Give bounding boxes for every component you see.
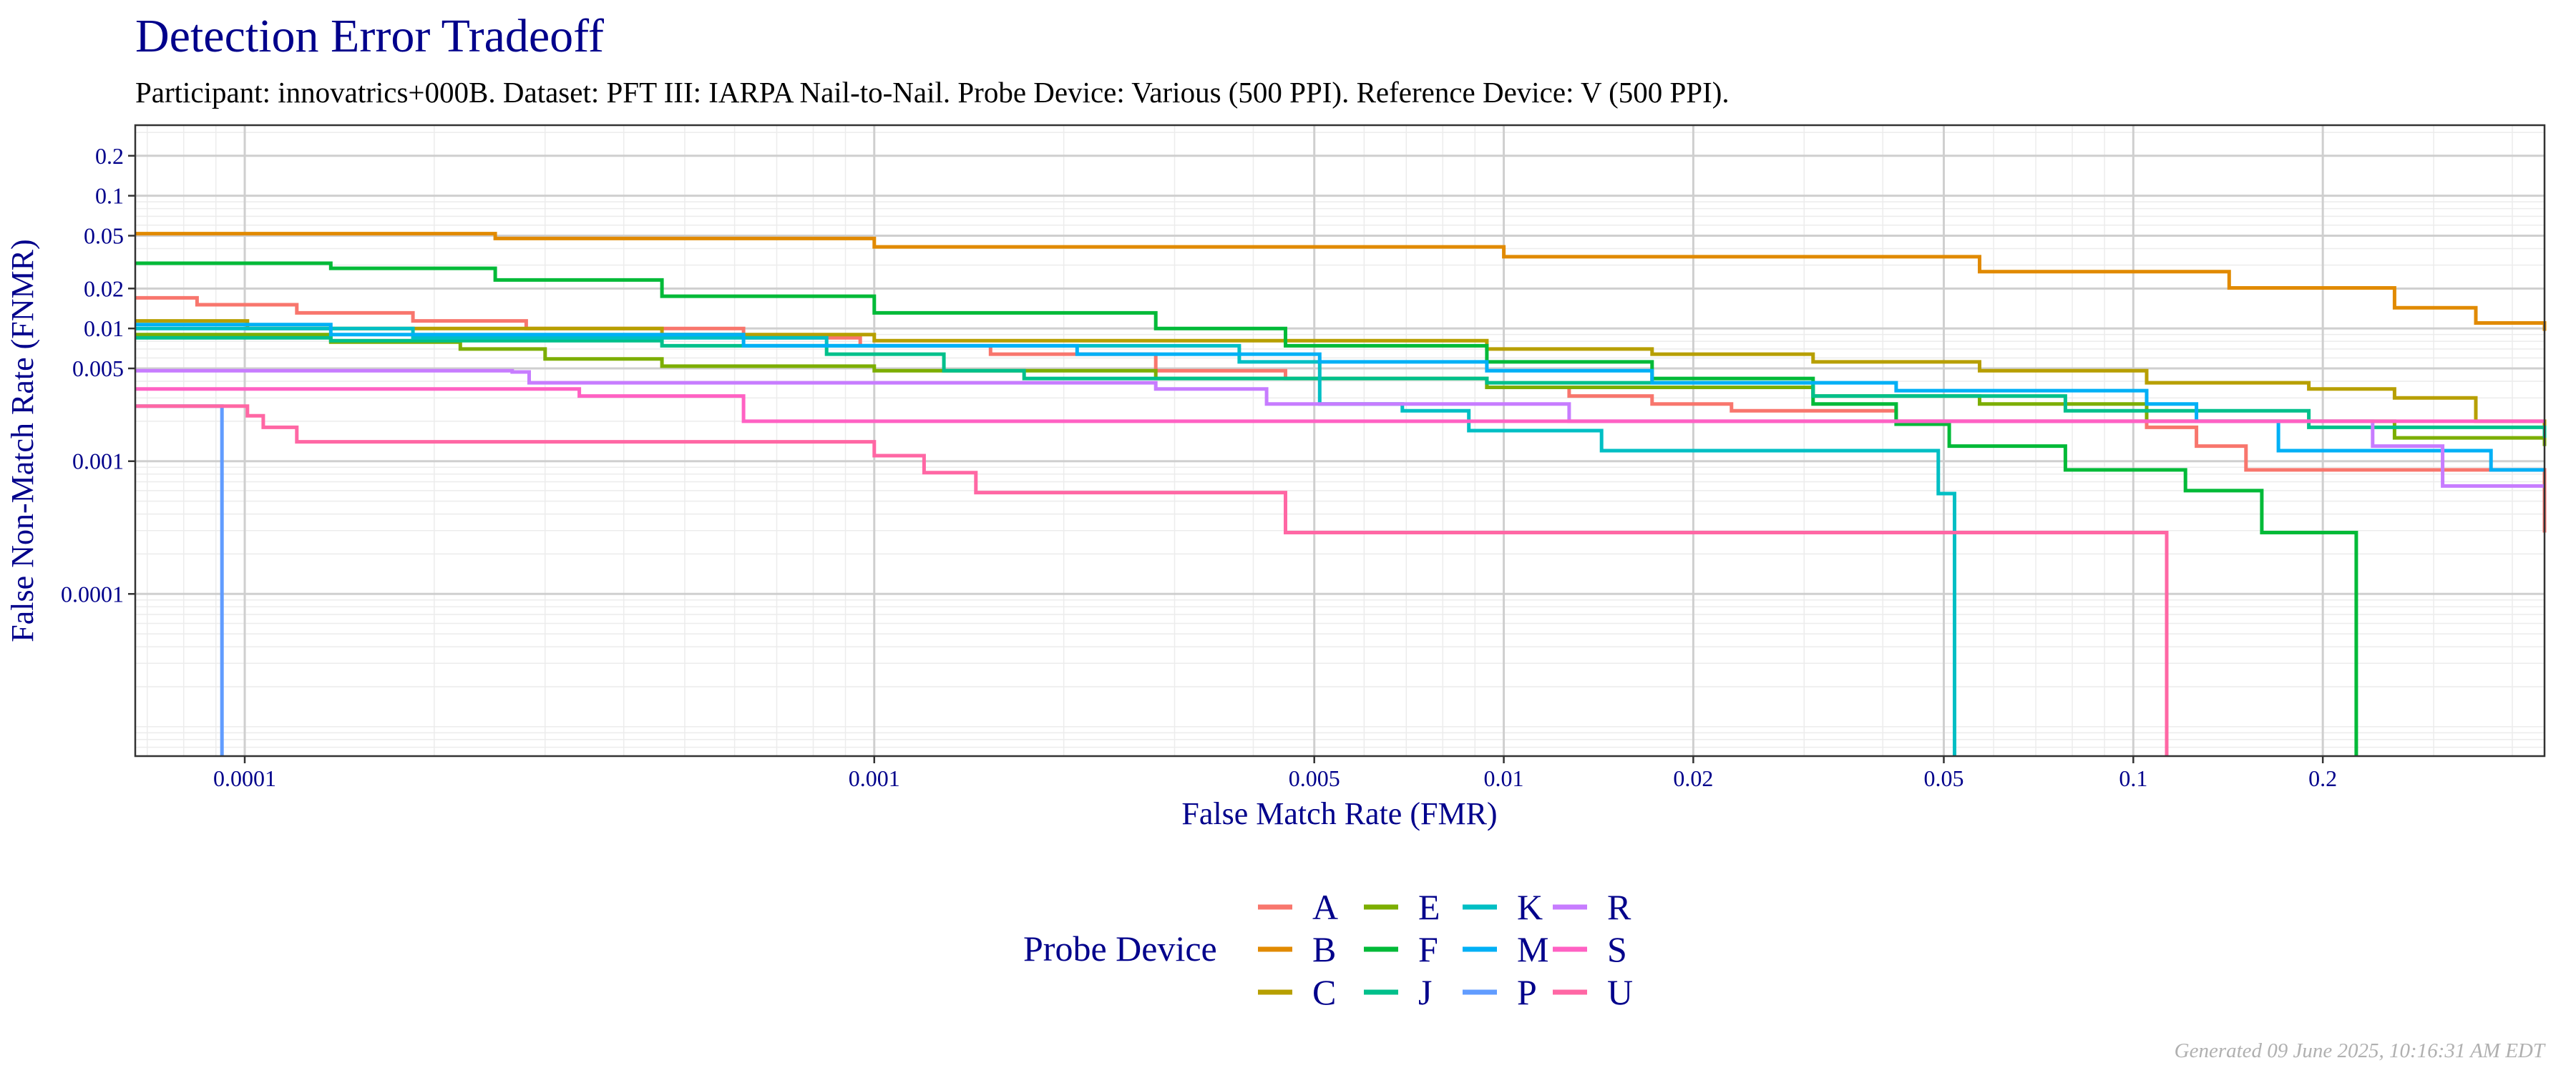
y-tick-label: 0.02: [84, 275, 124, 301]
series-line-S: [135, 387, 2545, 423]
y-tick-label: 0.0001: [61, 581, 124, 607]
y-tick-label: 0.1: [95, 183, 124, 209]
y-tick-label: 0.005: [72, 356, 124, 381]
x-tick-label: 0.001: [849, 765, 900, 791]
x-tick-label: 0.005: [1289, 765, 1340, 791]
legend-label-U: U: [1607, 972, 1633, 1012]
chart-title: Detection Error Tradeoff: [135, 10, 604, 62]
legend-label-K: K: [1517, 887, 1543, 927]
x-tick-label: 0.01: [1484, 765, 1524, 791]
legend-label-F: F: [1418, 929, 1438, 969]
legend-label-M: M: [1517, 929, 1548, 969]
series-line-J: [135, 335, 2547, 438]
chart-subtitle: Participant: innovatrics+000B. Dataset: …: [135, 76, 1729, 109]
x-tick-label: 0.05: [1923, 765, 1963, 791]
series-line-M: [135, 323, 2545, 472]
y-tick-label: 0.2: [95, 143, 124, 169]
legend-label-P: P: [1517, 972, 1537, 1012]
series-line-F: [135, 261, 2358, 756]
legend-title: Probe Device: [1023, 929, 1217, 969]
generated-timestamp: Generated 09 June 2025, 10:16:31 AM EDT: [2175, 1039, 2546, 1062]
legend-label-R: R: [1607, 887, 1631, 927]
x-axis-title: False Match Rate (FMR): [1181, 796, 1497, 831]
y-tick-label: 0.001: [72, 449, 124, 474]
legend: Probe Device ABC EFJ KMP RSU: [1023, 887, 1633, 1012]
legend-label-C: C: [1312, 972, 1336, 1012]
y-tick-label: 0.01: [84, 315, 124, 341]
series-line-K: [135, 326, 1956, 756]
x-tick-label: 0.0001: [213, 765, 276, 791]
series-line-R: [135, 368, 2545, 488]
series-lines: [135, 232, 2547, 756]
axis-ticks: 0.0001 0.001 0.005 0.01 0.02 0.05 0.1 0.2 0.2 0.1…: [61, 143, 2337, 791]
legend-label-J: J: [1418, 972, 1432, 1012]
legend-label-E: E: [1418, 887, 1440, 927]
x-tick-label: 0.1: [2119, 765, 2147, 791]
x-tick-label: 0.02: [1673, 765, 1713, 791]
y-axis-title: False Non-Match Rate (FNMR): [5, 239, 40, 642]
series-line-U: [135, 404, 2169, 756]
grid: [135, 125, 2545, 756]
y-tick-label: 0.05: [84, 222, 124, 248]
legend-label-A: A: [1312, 887, 1338, 927]
series-line-P: [135, 404, 224, 756]
legend-label-B: B: [1312, 929, 1336, 969]
series-line-B: [135, 232, 2547, 331]
legend-label-S: S: [1607, 929, 1627, 969]
x-tick-label: 0.2: [2308, 765, 2337, 791]
plot-border: [134, 124, 2546, 758]
